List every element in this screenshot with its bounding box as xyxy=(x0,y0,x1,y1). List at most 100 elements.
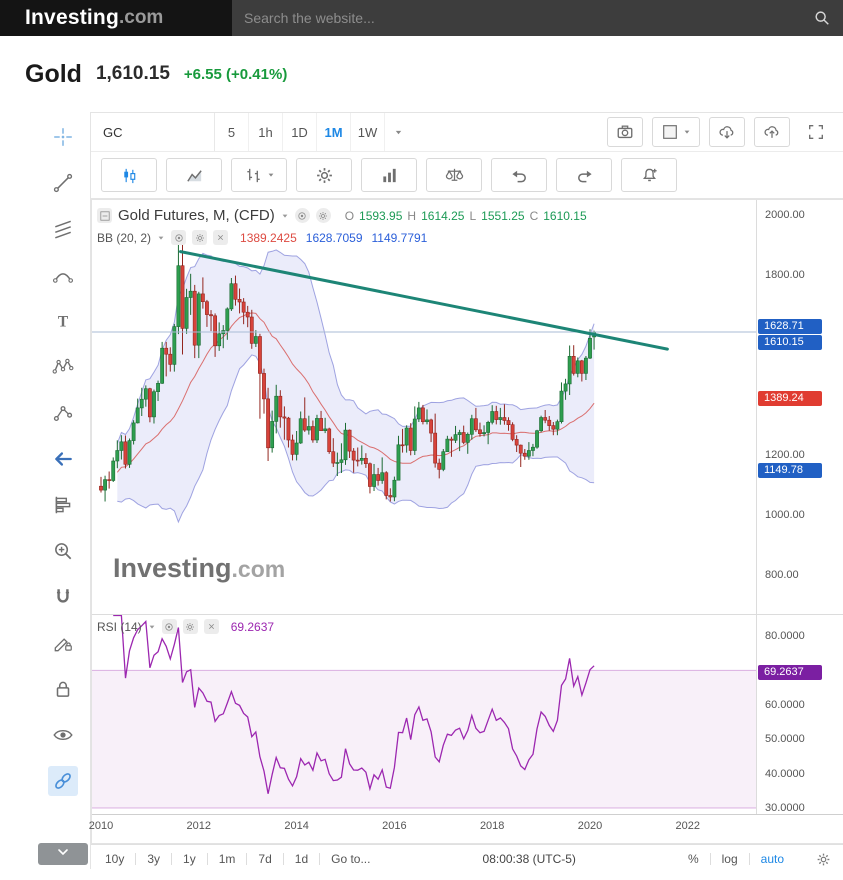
chevron-down-icon[interactable] xyxy=(281,212,289,220)
rsi-remove-button[interactable] xyxy=(203,619,219,634)
scale-percent-button[interactable]: % xyxy=(687,852,699,866)
snapshot-camera-button[interactable] xyxy=(607,117,643,147)
range-1m-button[interactable]: 1m xyxy=(218,852,236,866)
rsi-name: RSI (14) xyxy=(97,619,142,634)
price-axis-label: 1800.00 xyxy=(765,269,805,281)
chart-toolbar-tools xyxy=(91,152,843,199)
scale-log-button[interactable]: log xyxy=(721,852,738,866)
create-alert-button[interactable] xyxy=(621,158,677,192)
interval-1D-button[interactable]: 1D xyxy=(283,113,317,151)
bb-visibility-button[interactable] xyxy=(171,230,187,245)
ohlc-values: O 1593.95 H 1614.25 L 1551.25 C 1610.15 xyxy=(345,209,587,223)
ohlc-label: L xyxy=(469,208,477,223)
forecast-tool[interactable] xyxy=(48,398,78,428)
chart-area[interactable]: Gold Futures, M, (CFD) O 1593.95 H 1614.25 L… xyxy=(89,199,843,844)
time-axis-label: 2016 xyxy=(382,820,407,832)
bb-value: 1628.7059 xyxy=(305,230,363,245)
rsi-axis-label: 80.0000 xyxy=(765,630,805,642)
xabcd-pattern-tool[interactable] xyxy=(48,352,78,382)
chart-type-bars-button[interactable] xyxy=(231,158,287,192)
range-7d-button[interactable]: 7d xyxy=(258,852,272,866)
upload-chart-button[interactable] xyxy=(754,117,790,147)
crosshair-tool[interactable] xyxy=(48,122,78,152)
time-axis-label: 2014 xyxy=(284,820,309,832)
volume-profile-tool[interactable] xyxy=(48,490,78,520)
price-chart-canvas[interactable] xyxy=(91,199,843,844)
bottom-settings-button[interactable] xyxy=(816,852,831,867)
redo-button[interactable] xyxy=(556,158,612,192)
zoom-in-tool[interactable] xyxy=(48,536,78,566)
interval-more-button[interactable] xyxy=(385,113,411,151)
series-settings-button[interactable] xyxy=(315,208,331,223)
drawing-lock-tool[interactable] xyxy=(48,628,78,658)
undo-button[interactable] xyxy=(491,158,547,192)
chart-type-area-button[interactable] xyxy=(166,158,222,192)
price-axis-label: 2000.00 xyxy=(765,209,805,221)
range-10y-button[interactable]: 10y xyxy=(105,852,125,866)
bb-remove-button[interactable] xyxy=(213,230,229,245)
trendline-tool[interactable] xyxy=(48,168,78,198)
rsi-value: 69.2637 xyxy=(230,619,275,634)
search-input[interactable] xyxy=(232,10,843,26)
bb-name: BB (20, 2) xyxy=(97,230,152,245)
time-axis-label: 2012 xyxy=(186,820,212,832)
chart-type-candles-button[interactable] xyxy=(101,158,157,192)
time-axis-label: 2020 xyxy=(577,820,603,832)
range-1y-button[interactable]: 1y xyxy=(183,852,196,866)
chevron-down-icon[interactable] xyxy=(148,623,156,631)
bb-value: 1389.2425 xyxy=(240,230,297,245)
ohlc-label: O xyxy=(344,208,355,223)
range-1d-button[interactable]: 1d xyxy=(294,852,309,866)
rsi-axis-label: 60.0000 xyxy=(765,698,805,711)
chevron-down-icon[interactable] xyxy=(157,234,165,242)
hide-all-tool[interactable] xyxy=(48,720,78,750)
series-visibility-button[interactable] xyxy=(294,208,310,223)
last-price: 1,610.15 xyxy=(95,63,170,84)
separator xyxy=(135,853,137,865)
separator xyxy=(748,853,750,865)
compare-button[interactable] xyxy=(426,158,482,192)
collapse-legend-button[interactable] xyxy=(97,208,112,223)
indicators-button[interactable] xyxy=(361,158,417,192)
interval-5-button[interactable]: 5 xyxy=(215,113,249,151)
series-title: Gold Futures, M, (CFD) xyxy=(118,207,275,224)
download-chart-button[interactable] xyxy=(709,117,745,147)
rsi-axis-label: 40.0000 xyxy=(765,767,805,780)
more-tools-button[interactable] xyxy=(38,843,88,865)
symbol-input[interactable]: GC xyxy=(91,113,215,151)
chart-settings-button[interactable] xyxy=(296,158,352,192)
bb-settings-button[interactable] xyxy=(192,230,208,245)
arrow-marker-tool[interactable] xyxy=(48,444,78,474)
separator xyxy=(282,853,284,865)
price-axis-label: 1200.00 xyxy=(765,449,805,461)
interval-1h-button[interactable]: 1h xyxy=(249,113,283,151)
interval-1M-button[interactable]: 1M xyxy=(317,113,351,151)
magnet-tool[interactable] xyxy=(48,582,78,612)
time-axis-label: 2022 xyxy=(675,820,701,832)
fib-lines-tool[interactable] xyxy=(48,214,78,244)
bb-value: 1149.7791 xyxy=(371,230,428,245)
rsi-settings-button[interactable] xyxy=(182,619,198,634)
text-tool[interactable]: T xyxy=(48,306,78,336)
price-axis-label: 800.00 xyxy=(765,569,799,581)
rsi-axis-badge: 69.2637 xyxy=(758,665,822,681)
chart-toolbar-top: GC 5 1h 1D 1M 1W xyxy=(91,112,843,152)
rsi-visibility-button[interactable] xyxy=(161,619,177,634)
site-logo[interactable]: Investing .com xyxy=(0,0,232,36)
scale-auto-button[interactable]: auto xyxy=(760,852,784,866)
go-to-date-button[interactable]: Go to... xyxy=(331,852,371,866)
top-header: Investing .com xyxy=(0,0,843,36)
fullscreen-button[interactable] xyxy=(799,118,833,146)
curve-tool[interactable] xyxy=(48,260,78,290)
rsi-indicator-legend: RSI (14) 69.2637 xyxy=(97,619,274,634)
chart-shell: T GC 5 1h 1D 1M 1W Gold Futures, M, (CFD) xyxy=(36,112,843,869)
range-3y-button[interactable]: 3y xyxy=(147,852,161,866)
bb-values: 1389.2425 1628.7059 1149.7791 xyxy=(240,231,427,245)
link-tool[interactable] xyxy=(48,766,78,796)
interval-1W-button[interactable]: 1W xyxy=(351,113,385,151)
chart-background-button[interactable] xyxy=(652,117,700,147)
search-icon[interactable] xyxy=(813,9,831,32)
lock-all-tool[interactable] xyxy=(48,674,78,704)
time-axis-label: 2010 xyxy=(88,820,114,832)
